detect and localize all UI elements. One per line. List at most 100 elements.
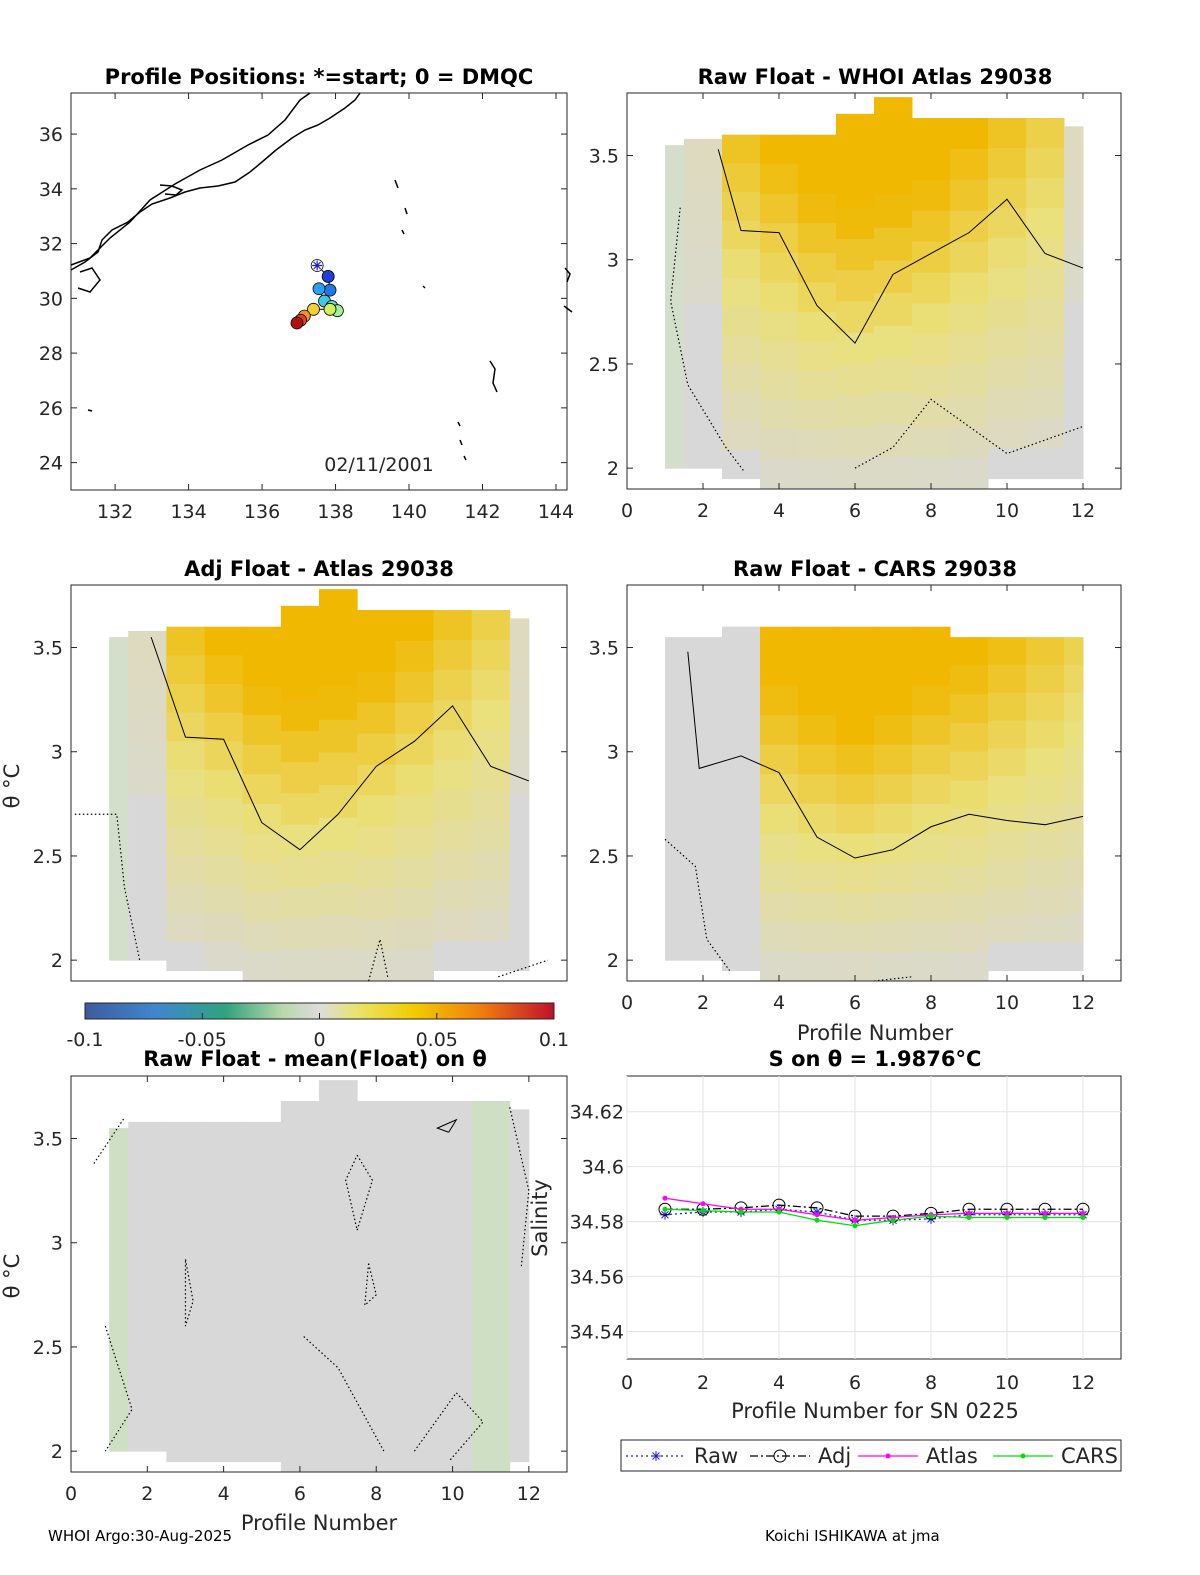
xtick-label: 6 [849,992,861,1014]
heatmap-cell [1064,664,1084,694]
heatmap-cell [395,640,434,673]
heatmap-cell [836,395,875,427]
map-ticks: 132 134 136 138 140 142 144 24 26 28 30 32 34 36 [39,93,574,523]
data-point [738,1209,744,1215]
heatmap-cell [395,702,434,735]
heatmap-cell [1064,449,1084,480]
heatmap-cell [722,769,761,800]
heatmap-cell [109,933,129,961]
map-ytick-label: 34 [39,179,63,201]
footer-left: WHOI Argo:30-Aug-2025 [48,1527,233,1545]
map-xtick-label: 134 [170,501,206,523]
heatmap-cell [1026,268,1065,299]
heatmap-cell [471,1162,511,1195]
heatmap-cell [1064,155,1084,186]
heatmap-cell [988,118,1027,149]
heatmap-cell [722,913,761,943]
heatmap-cell [988,238,1027,269]
heatmap-cell [1064,273,1084,303]
heatmap-cell [166,884,206,914]
heatmap-cell [665,252,685,281]
heatmap-cell [912,148,951,181]
heatmap-cell [912,862,951,893]
heatmap-cell [204,913,244,943]
ytick-label: 2 [607,950,619,972]
heatmap-cell [684,193,723,222]
heatmap-cell [798,862,837,893]
ytick-label: 34.54 [570,1322,624,1344]
heatmap-cell [950,637,989,667]
heatmap-cell [128,1149,167,1178]
heatmap-cell [684,330,723,359]
heatmap-cell [509,618,530,649]
heatmap-cell [471,1286,511,1318]
heatmap-cell [242,1348,282,1378]
heatmap-cell [760,370,799,401]
zero-contour [717,149,1084,344]
salinity-legend: Raw Adj Atlas CARS [620,1439,1122,1472]
heatmap-cell [950,665,989,695]
heatmap-cell [1064,185,1084,215]
zero-contour [150,636,530,851]
heatmap-cell [950,118,989,150]
salinity-xlabel: Profile Number for SN 0225 [731,1399,1019,1423]
ytick-label: 34.6 [582,1157,624,1179]
heatmap-cell [280,949,320,982]
heatmap-cell [760,892,799,923]
xtick-label: 10 [995,500,1019,522]
heatmap-cell [760,429,799,460]
data-point [852,1217,858,1223]
xtick-label: 0 [65,1483,77,1505]
heatmap-cell [357,671,396,704]
heatmap-cell [684,637,723,665]
heatmap-cell [204,1376,244,1406]
heatmap-cell [242,1178,282,1208]
heatmap-cell [665,145,685,173]
heatmap-cell [128,630,167,659]
heatmap-cell [433,1410,473,1442]
map-xtick-label: 140 [391,501,427,523]
heatmap-cell [988,637,1027,666]
heatmap-cell [912,626,951,657]
heatmap-cell [242,803,282,834]
heatmap-cell [109,1370,129,1398]
heatmap-cell [912,892,951,923]
heatmap-cell [128,658,167,687]
heatmap-cell [874,195,913,229]
heatmap-cell [395,1317,434,1349]
heatmap-cell [280,1317,320,1349]
data-point [966,1215,972,1220]
grid [626,1076,1121,1359]
heatmap-cell [760,774,799,805]
heatmap-cell [433,910,473,942]
heatmap-cell [471,940,511,972]
ytick-label: 2.5 [589,846,619,868]
heatmap-cell [471,1317,511,1349]
heatmap-cell [204,1291,244,1321]
heatmap-cell [988,859,1027,888]
heatmap-cell [988,448,1027,480]
ytick-label: 3 [51,1233,63,1255]
heatmap-cell [760,685,799,716]
salinity-ylabel: Salinity [528,1179,552,1257]
heatmap-cell [128,822,167,851]
heatmap-cell [433,1379,473,1411]
heatmap-cell [722,684,761,714]
heatmap-cell [128,1259,167,1288]
heatmap-cell [1064,942,1084,972]
heatmap-cell [950,427,989,459]
heatmap-cell [950,396,989,428]
heatmap-cell [128,1368,167,1397]
heatmap-cell [395,826,434,858]
legend-marker [1020,1453,1026,1459]
heatmap-cell [912,210,951,243]
dotted-contour [854,398,1084,469]
heatmap-cell [357,888,396,920]
heatmap-cell [988,298,1027,329]
heatmap-cell [874,862,913,893]
dotted-contour [509,1107,530,1268]
heatmap-cell [684,440,723,469]
heatmap-cell [950,895,989,925]
heatmap-cell [471,1224,511,1257]
map-xtick-label: 132 [97,501,133,523]
